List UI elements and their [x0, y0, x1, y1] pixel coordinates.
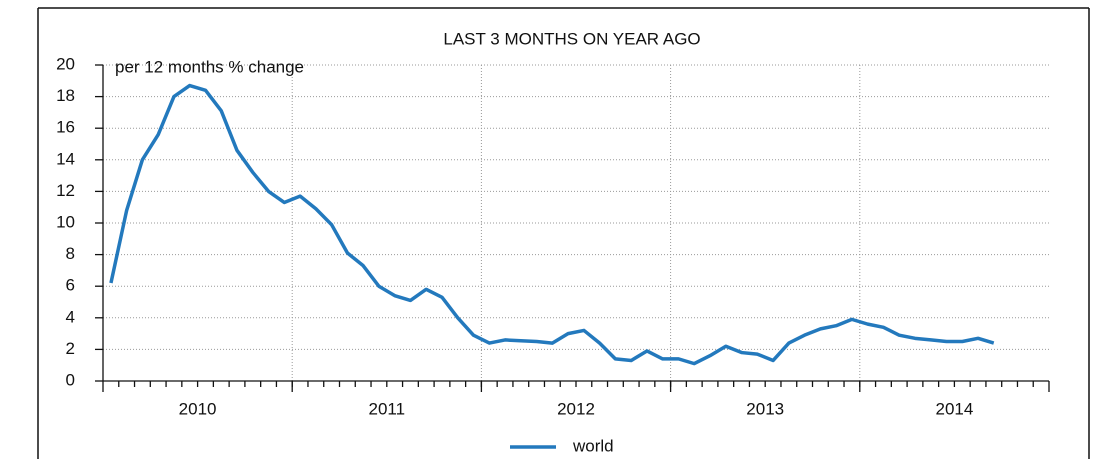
chart-title: LAST 3 MONTHS ON YEAR AGO: [443, 29, 700, 48]
legend-label: world: [572, 436, 614, 455]
y-tick-label: 4: [66, 307, 75, 326]
x-tick-label: 2014: [935, 399, 973, 418]
y-tick-label: 8: [66, 244, 75, 263]
y-tick-label: 10: [56, 212, 75, 231]
y-tick-label: 6: [66, 276, 75, 295]
y-tick-label: 12: [56, 181, 75, 200]
y-tick-label: 16: [56, 118, 75, 137]
x-tick-label: 2010: [179, 399, 217, 418]
y-tick-label: 18: [56, 86, 75, 105]
annotation: per 12 months % change: [115, 57, 304, 76]
y-tick-label: 20: [56, 54, 75, 73]
y-tick-label: 14: [56, 149, 75, 168]
y-tick-label: 0: [66, 370, 75, 389]
y-tick-label: 2: [66, 339, 75, 358]
x-tick-label: 2012: [557, 399, 595, 418]
data-line: [109, 83, 995, 366]
x-tick-label: 2013: [746, 399, 784, 418]
x-tick-label: 2011: [369, 399, 406, 418]
